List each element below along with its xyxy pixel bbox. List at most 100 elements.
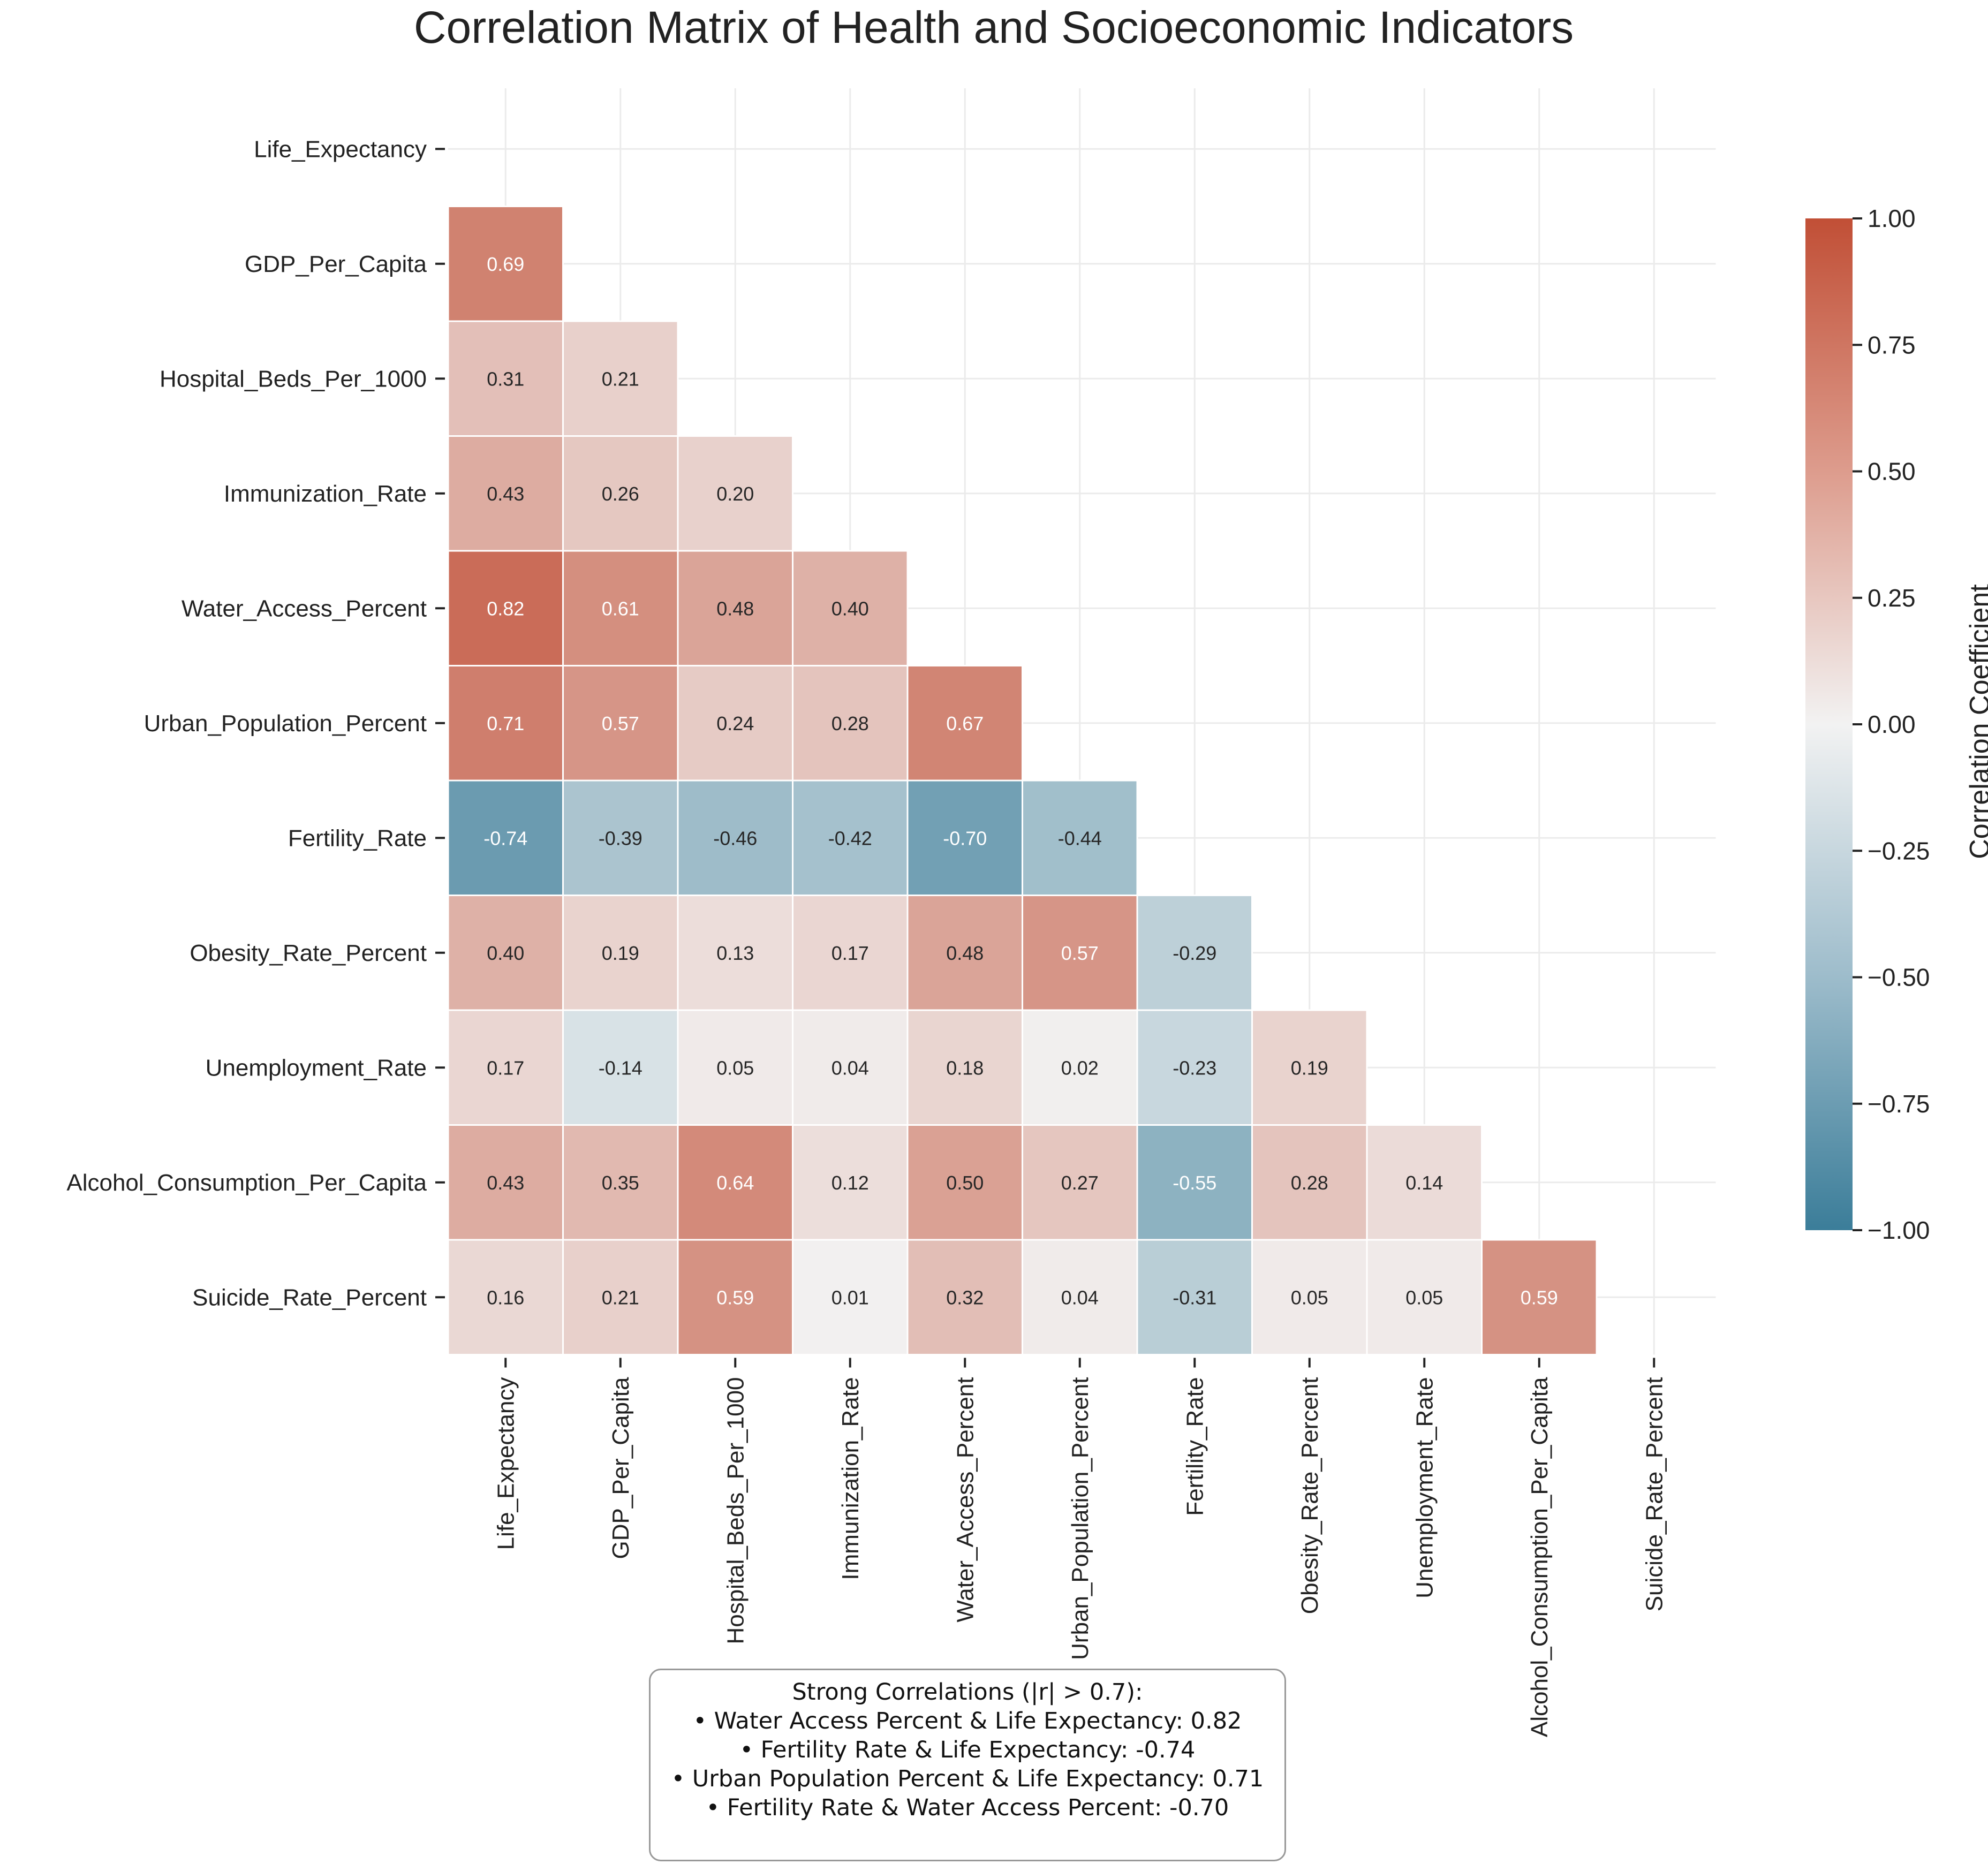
colorbar-tick-label: 0.75 [1868,331,1916,359]
colorbar-tick-label: 1.00 [1868,204,1916,232]
heatmap-cell [677,1009,793,1126]
heatmap-cell [562,895,679,1011]
heatmap-value-label: -0.39 [599,827,642,849]
heatmap-value-label: -0.29 [1173,942,1216,964]
heatmap-cell [1136,1239,1253,1355]
x-axis-tick-label: Suicide_Rate_Percent [1641,1377,1667,1612]
heatmap-value-label: 0.16 [487,1286,524,1308]
colorbar-tick-label: −1.00 [1868,1216,1930,1244]
heatmap-cell [906,665,1023,782]
heatmap-value-label: 0.26 [602,483,639,505]
heatmap-cell [677,1239,793,1355]
heatmap-cell [447,550,564,666]
heatmap-cells [447,206,1598,1355]
heatmap-value-label: 0.17 [832,942,869,964]
heatmap-cell [1022,779,1138,896]
heatmap-value-label: -0.23 [1173,1057,1216,1079]
heatmap-cell [1022,1124,1138,1241]
heatmap-value-label: 0.40 [832,597,869,619]
heatmap-cell [1481,1239,1598,1355]
heatmap-cell [447,1009,564,1126]
y-axis-tick-label: Unemployment_Rate [206,1055,427,1081]
y-axis-tick-label: Hospital_Beds_Per_1000 [160,366,427,392]
heatmap-cell [562,435,679,552]
heatmap-value-label: -0.14 [599,1057,642,1079]
strong-correlation-item: • Fertility Rate & Life Expectancy: -0.7… [739,1737,1196,1763]
x-axis-tick-label: Unemployment_Rate [1411,1377,1438,1598]
heatmap-cell [562,665,679,782]
heatmap-value-label: 0.04 [832,1057,869,1079]
heatmap-value-label: -0.42 [828,827,872,849]
heatmap-cell [906,779,1023,896]
heatmap-value-label: 0.71 [487,713,524,734]
heatmap-value-label: 0.31 [487,368,524,390]
y-axis-tick-label: GDP_Per_Capita [245,251,427,277]
heatmap-value-label: 0.43 [487,483,524,505]
heatmap-value-label: 0.02 [1061,1057,1099,1079]
heatmap-value-labels: 0.69 0.31 0.21 0.43 0.26 0.20 0.82 0.61 0.48 0.40… [483,253,1558,1309]
x-axis-tick-label: Life_Expectancy [493,1377,519,1550]
x-axis-tick-label: Hospital_Beds_Per_1000 [722,1377,749,1645]
x-axis-tick-label: Alcohol_Consumption_Per_Capita [1526,1377,1553,1737]
heatmap-value-label: 0.04 [1061,1286,1099,1308]
colorbar-tick-label: −0.50 [1868,964,1930,991]
heatmap-value-label: 0.50 [946,1172,984,1194]
x-axis-tick-label: Immunization_Rate [837,1377,864,1580]
y-axis-tick-label: Alcohol_Consumption_Per_Capita [66,1170,427,1196]
y-axis-tick-label: Life_Expectancy [254,136,427,162]
colorbar: 1.00 0.75 0.50 0.25 0.00 −0.25 −0.50 −0.75 −1.00… [1805,204,1988,1244]
strong-correlation-item: • Fertility Rate & Water Access Percent:… [706,1794,1229,1821]
colorbar-tick-label: 0.25 [1868,584,1916,612]
y-axis-tick-label: Suicide_Rate_Percent [192,1284,427,1310]
heatmap-cell [1136,895,1253,1011]
heatmap-cell [447,665,564,782]
strong-correlations-title: Strong Correlations (|r| > 0.7): [792,1679,1143,1706]
heatmap-cell [677,895,793,1011]
heatmap-value-label: 0.40 [487,942,524,964]
heatmap-value-label: 0.19 [1291,1057,1328,1079]
heatmap-value-label: -0.55 [1173,1172,1216,1194]
heatmap-cell [906,1239,1023,1355]
heatmap-cell [562,1239,679,1355]
heatmap-value-label: 0.59 [716,1286,754,1308]
x-axis-tick-label: Obesity_Rate_Percent [1297,1377,1323,1615]
colorbar-tick-label: 0.50 [1868,458,1916,486]
heatmap-cell [792,895,909,1011]
colorbar-ticks: 1.00 0.75 0.50 0.25 0.00 −0.25 −0.50 −0.75 −1.00 [1853,204,1930,1244]
heatmap-cell [562,320,679,437]
heatmap-cell [792,1009,909,1126]
x-axis-tick-label: Urban_Population_Percent [1067,1377,1093,1660]
x-axis-tick-labels: Life_Expectancy GDP_Per_Capita Hospital_Be… [493,1358,1667,1737]
colorbar-tick-label: −0.75 [1868,1090,1930,1118]
colorbar-label: Correlation Coefficient [1964,584,1988,859]
y-axis-tick-label: Water_Access_Percent [182,595,427,622]
heatmap-value-label: 0.21 [602,1286,639,1308]
heatmap-value-label: 0.05 [1291,1286,1328,1308]
heatmap-value-label: 0.17 [487,1057,524,1079]
heatmap-value-label: 0.82 [487,597,524,619]
heatmap-cell [447,779,564,896]
heatmap-cell [792,550,909,666]
heatmap-cell [1136,1009,1253,1126]
heatmap-value-label: -0.31 [1173,1286,1216,1308]
y-axis-tick-labels: Life_Expectancy GDP_Per_Capita Hospital_Be… [66,136,445,1310]
x-axis-tick-label: Water_Access_Percent [952,1377,978,1623]
heatmap-value-label: 0.35 [602,1172,639,1194]
heatmap-value-label: 0.48 [716,597,754,619]
x-axis-tick-label: GDP_Per_Capita [608,1377,634,1559]
colorbar-tick-label: −0.25 [1868,837,1930,865]
heatmap-cell [677,779,793,896]
y-axis-tick-label: Urban_Population_Percent [144,710,427,737]
y-axis-tick-label: Immunization_Rate [224,481,427,507]
heatmap-cell [562,550,679,666]
heatmap-value-label: -0.44 [1058,827,1102,849]
colorbar-gradient [1805,218,1853,1230]
heatmap-value-label: -0.46 [713,827,757,849]
heatmap-cell [1022,895,1138,1011]
heatmap-value-label: 0.61 [602,597,639,619]
heatmap-value-label: 0.13 [716,942,754,964]
heatmap-value-label: -0.74 [483,827,527,849]
heatmap-value-label: 0.43 [487,1172,524,1194]
strong-correlation-item: • Urban Population Percent & Life Expect… [671,1766,1264,1792]
strong-correlations-box: Strong Correlations (|r| > 0.7): • Water… [649,1669,1286,1861]
